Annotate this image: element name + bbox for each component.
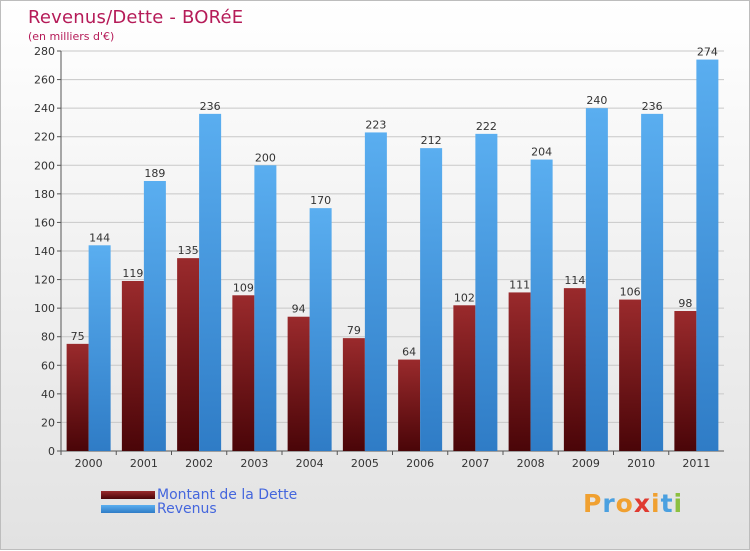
data-label: 212 [421, 134, 442, 147]
y-tick-label: 60 [41, 359, 55, 372]
revenue-bar [585, 108, 608, 452]
x-tick-label: 2011 [682, 457, 710, 470]
legend-label-debt: Montant de la Dette [157, 487, 298, 503]
x-tick-label: 2005 [351, 457, 379, 470]
data-label: 64 [402, 346, 416, 359]
data-label: 98 [678, 297, 692, 310]
debt-bar [287, 316, 310, 451]
y-tick-label: 20 [41, 416, 55, 429]
x-tick-label: 2007 [461, 457, 489, 470]
debt-bar [508, 292, 531, 451]
debt-bar [619, 299, 642, 451]
x-tick-label: 2006 [406, 457, 434, 470]
logo-letter: x [633, 489, 651, 518]
revenue-bar [475, 133, 498, 451]
debt-bar [342, 338, 365, 451]
x-tick-label: 2002 [185, 457, 213, 470]
logo-letter: t [660, 489, 674, 518]
data-label: 119 [122, 267, 143, 280]
y-tick-label: 160 [34, 216, 55, 229]
data-label: 204 [531, 146, 552, 159]
logo-letter: o [615, 489, 634, 518]
revenue-bar [309, 208, 332, 451]
x-tick-label: 2010 [627, 457, 655, 470]
data-label: 200 [255, 151, 276, 164]
revenue-bar [364, 132, 387, 451]
y-tick-label: 180 [34, 188, 55, 201]
legend-swatch-revenue [101, 505, 155, 513]
legend-item-debt: Montant de la Dette [101, 488, 297, 502]
debt-bar [563, 288, 586, 451]
data-label: 236 [200, 100, 221, 113]
revenue-bar [696, 59, 719, 451]
revenue-bar [420, 148, 443, 451]
data-label: 79 [347, 324, 361, 337]
data-label: 236 [642, 100, 663, 113]
logo-letter: r [602, 489, 616, 518]
data-label: 111 [509, 278, 530, 291]
y-tick-label: 120 [34, 274, 55, 287]
y-tick-label: 280 [34, 45, 55, 58]
data-label: 106 [620, 286, 641, 299]
data-label: 222 [476, 120, 497, 133]
x-tick-label: 2001 [130, 457, 158, 470]
data-label: 223 [365, 118, 386, 131]
revenue-bar [143, 181, 166, 451]
y-tick-label: 0 [48, 445, 55, 458]
data-label: 274 [697, 46, 718, 59]
y-tick-label: 200 [34, 159, 55, 172]
legend-item-revenue: Revenus [101, 502, 217, 516]
legend-label-revenue: Revenus [157, 501, 217, 517]
debt-bar [398, 359, 421, 451]
data-label: 114 [564, 274, 585, 287]
y-tick-label: 220 [34, 131, 55, 144]
data-label: 102 [454, 291, 475, 304]
revenue-bar [199, 113, 222, 451]
data-label: 94 [292, 303, 306, 316]
y-tick-label: 80 [41, 331, 55, 344]
data-label: 144 [89, 231, 110, 244]
revenue-bar [641, 113, 664, 451]
revenue-bar [254, 165, 277, 452]
debt-bar [453, 305, 476, 451]
chart-subtitle: (en milliers d'€) [28, 30, 115, 43]
data-label: 170 [310, 194, 331, 207]
logo-letter: i [673, 489, 684, 518]
x-tick-label: 2004 [296, 457, 324, 470]
y-tick-label: 260 [34, 74, 55, 87]
revenue-bar [530, 159, 553, 452]
y-tick-label: 100 [34, 302, 55, 315]
debt-bar [674, 311, 697, 451]
data-label: 240 [586, 94, 607, 107]
logo-letter: i [651, 489, 661, 518]
debt-bar [121, 281, 144, 451]
revenue-bar [88, 245, 111, 451]
x-tick-label: 2000 [75, 457, 103, 470]
x-tick-label: 2008 [517, 457, 545, 470]
logo-letter: P [583, 489, 603, 518]
data-label: 135 [178, 244, 199, 257]
x-tick-label: 2003 [240, 457, 268, 470]
chart-title: Revenus/Dette - BORéE [28, 7, 244, 28]
debt-bar [66, 343, 89, 451]
proxiti-logo: Proxiti [583, 489, 683, 518]
x-tick-label: 2009 [572, 457, 600, 470]
debt-bar [177, 258, 200, 451]
y-tick-label: 40 [41, 388, 55, 401]
legend-swatch-debt [101, 491, 155, 499]
data-label: 189 [144, 167, 165, 180]
y-tick-label: 140 [34, 245, 55, 258]
y-tick-label: 240 [34, 102, 55, 115]
data-label: 75 [71, 330, 85, 343]
debt-bar [232, 295, 255, 451]
data-label: 109 [233, 281, 254, 294]
